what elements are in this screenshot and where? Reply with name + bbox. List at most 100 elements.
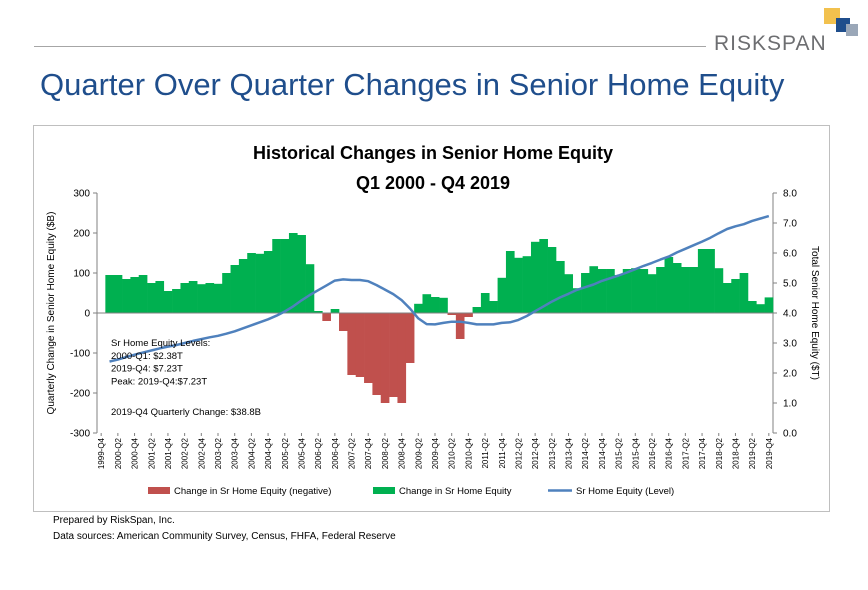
bar-positive xyxy=(547,247,557,313)
y2-tick-label: 5.0 xyxy=(783,279,797,290)
bar-positive xyxy=(681,267,690,313)
bar-positive xyxy=(113,275,123,313)
bar-positive xyxy=(689,267,699,313)
x-tick-label: 2013-Q4 xyxy=(565,437,574,469)
bar-positive xyxy=(263,251,273,313)
bar-positive xyxy=(664,257,674,313)
x-tick-label: 2015-Q2 xyxy=(615,437,624,469)
x-tick-label: 2001-Q4 xyxy=(164,437,173,469)
x-tick-label: 2003-Q2 xyxy=(214,437,223,469)
y-tick-label: 100 xyxy=(73,269,90,280)
bar-positive xyxy=(180,283,190,313)
x-tick-label: 2005-Q4 xyxy=(297,437,306,469)
bar-positive xyxy=(205,283,215,313)
bar-positive xyxy=(656,267,665,313)
bar-positive xyxy=(589,266,599,313)
bar-positive xyxy=(238,259,248,313)
y-tick-label: 300 xyxy=(73,189,90,200)
y2-tick-label: 4.0 xyxy=(783,309,797,320)
bar-positive xyxy=(631,268,640,313)
x-tick-label: 2009-Q2 xyxy=(414,437,423,469)
bar-positive xyxy=(706,249,715,313)
bar-positive xyxy=(764,297,774,313)
bar-negative xyxy=(339,313,348,331)
bar-negative xyxy=(455,313,465,339)
bar-positive xyxy=(222,273,231,313)
bar-negative xyxy=(405,313,415,363)
bar-positive xyxy=(188,281,198,313)
annotation-line: 2019-Q4: $7.23T xyxy=(111,364,183,375)
bar-positive xyxy=(614,275,624,313)
x-tick-label: 2006-Q4 xyxy=(331,437,340,469)
bar-positive xyxy=(606,269,615,313)
x-tick-label: 2018-Q4 xyxy=(731,437,740,469)
bar-positive xyxy=(155,281,165,313)
y-tick-label: -300 xyxy=(70,429,90,440)
legend-label: Change in Sr Home Equity (negative) xyxy=(174,486,331,497)
annotation-line: Peak: 2019-Q4:$7.23T xyxy=(111,376,207,387)
bar-positive xyxy=(697,249,707,313)
chart-subtitle: Q1 2000 - Q4 2019 xyxy=(356,173,510,193)
x-tick-label: 2019-Q4 xyxy=(765,437,774,469)
x-tick-label: 2012-Q4 xyxy=(531,437,540,469)
x-tick-label: 2016-Q2 xyxy=(648,437,657,469)
bar-positive xyxy=(505,251,515,313)
bar-positive xyxy=(247,253,256,313)
y2-tick-label: 0.0 xyxy=(783,429,797,440)
bar-positive xyxy=(647,274,657,313)
x-tick-label: 2011-Q4 xyxy=(498,437,507,468)
x-tick-label: 2002-Q2 xyxy=(181,437,190,469)
bar-negative xyxy=(389,313,398,397)
x-tick-label: 2014-Q2 xyxy=(581,437,590,469)
bar-positive xyxy=(581,273,590,313)
legend-label: Change in Sr Home Equity xyxy=(399,486,512,497)
bar-positive xyxy=(313,311,323,313)
x-tick-label: 2001-Q2 xyxy=(147,437,156,469)
bar-positive xyxy=(722,283,732,313)
bar-positive xyxy=(480,293,490,313)
header-divider xyxy=(34,46,706,47)
bar-positive xyxy=(163,291,173,313)
bar-positive xyxy=(622,269,632,313)
x-tick-label: 2009-Q4 xyxy=(431,437,440,469)
bar-positive xyxy=(197,284,206,313)
x-tick-label: 2016-Q4 xyxy=(665,437,674,469)
annotation-line: 2000-Q1: $2.38T xyxy=(111,351,183,362)
y-tick-label: -200 xyxy=(70,389,90,400)
x-tick-label: 2015-Q4 xyxy=(631,437,640,469)
bar-positive xyxy=(472,307,482,313)
bar-positive xyxy=(122,279,131,313)
x-tick-label: 1999-Q4 xyxy=(97,437,106,469)
x-tick-label: 2010-Q4 xyxy=(464,437,473,469)
legend-swatch xyxy=(148,487,170,494)
legend-swatch xyxy=(373,487,395,494)
x-tick-label: 2017-Q4 xyxy=(698,437,707,469)
y-axis-title: Quarterly Change in Senior Home Equity (… xyxy=(46,212,57,415)
bar-positive xyxy=(130,277,140,313)
bar-positive xyxy=(288,233,298,313)
bar-positive xyxy=(556,261,565,313)
y-tick-label: 0 xyxy=(84,309,90,320)
x-tick-label: 2003-Q4 xyxy=(231,437,240,469)
x-tick-label: 2011-Q2 xyxy=(481,437,490,468)
bar-positive xyxy=(255,253,265,313)
x-tick-label: 2019-Q2 xyxy=(748,437,757,469)
bar-positive xyxy=(230,265,240,313)
x-tick-label: 2012-Q2 xyxy=(514,437,523,469)
x-tick-label: 2004-Q2 xyxy=(247,437,256,469)
x-tick-label: 2008-Q4 xyxy=(398,437,407,469)
bar-negative xyxy=(322,313,331,321)
x-tick-label: 2014-Q4 xyxy=(598,437,607,469)
bar-positive xyxy=(105,275,114,313)
bar-positive xyxy=(172,289,181,313)
bar-positive xyxy=(514,257,523,313)
y2-axis-title: Total Senior Home Equity ($T) xyxy=(809,246,820,380)
y2-tick-label: 2.0 xyxy=(783,369,797,380)
bar-negative xyxy=(447,313,457,315)
bar-positive xyxy=(272,239,281,313)
bar-positive xyxy=(414,303,423,313)
bar-positive xyxy=(439,297,448,313)
bar-negative xyxy=(355,313,365,377)
y2-tick-label: 3.0 xyxy=(783,339,797,350)
